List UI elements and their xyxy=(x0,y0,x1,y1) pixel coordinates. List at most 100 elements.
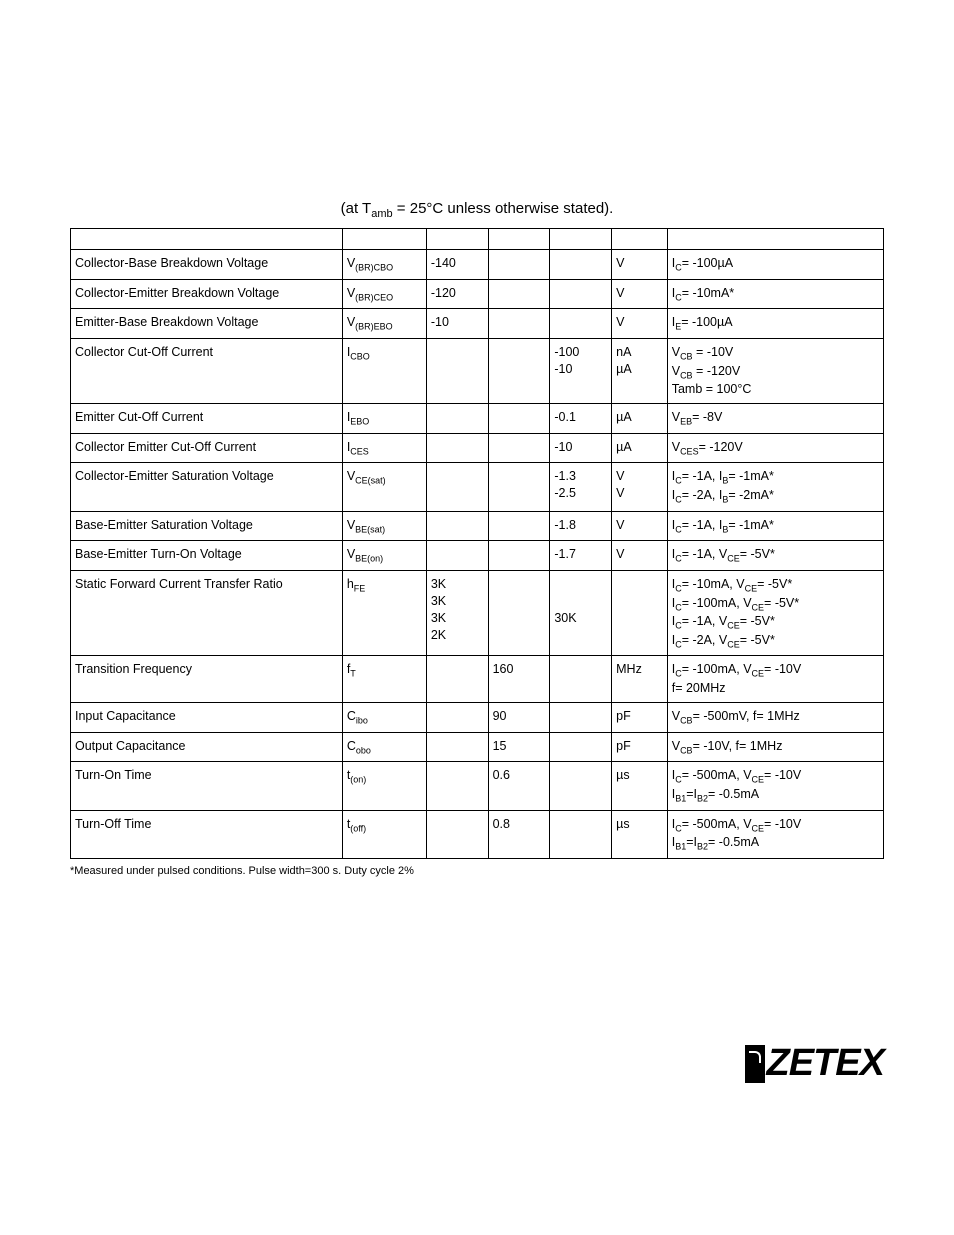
unit-cell: pF xyxy=(612,703,668,733)
symbol-cell: Cobo xyxy=(342,732,426,762)
unit-cell: V xyxy=(612,309,668,339)
param-cell: Collector Cut-Off Current xyxy=(71,338,343,403)
cond-cell: VEB= -8V xyxy=(667,404,883,434)
unit-cell: MHz xyxy=(612,656,668,703)
min-cell xyxy=(426,541,488,571)
unit-cell xyxy=(612,570,668,656)
table-row: Transition FrequencyfT160MHzIC= -100mA, … xyxy=(71,656,884,703)
symbol-cell: VBE(on) xyxy=(342,541,426,571)
zetex-logo-icon xyxy=(745,1045,765,1083)
electrical-characteristics-table: Collector-Base Breakdown VoltageV(BR)CBO… xyxy=(70,228,884,859)
symbol-cell: t(on) xyxy=(342,762,426,810)
param-cell: Emitter-Base Breakdown Voltage xyxy=(71,309,343,339)
typ-cell: 0.6 xyxy=(488,762,550,810)
param-cell: Base-Emitter Turn-On Voltage xyxy=(71,541,343,571)
min-cell: -140 xyxy=(426,250,488,280)
param-cell: Collector-Emitter Saturation Voltage xyxy=(71,463,343,511)
param-cell: Collector-Base Breakdown Voltage xyxy=(71,250,343,280)
max-cell xyxy=(550,762,612,810)
min-cell xyxy=(426,810,488,858)
max-cell: -1.7 xyxy=(550,541,612,571)
param-cell: Collector-Emitter Breakdown Voltage xyxy=(71,279,343,309)
unit-cell: VV xyxy=(612,463,668,511)
zetex-logo-text: ZETEX xyxy=(767,1042,884,1085)
param-cell: Emitter Cut-Off Current xyxy=(71,404,343,434)
min-cell: 3K3K3K2K xyxy=(426,570,488,656)
typ-cell xyxy=(488,338,550,403)
table-row: Collector Emitter Cut-Off CurrentICES-10… xyxy=(71,433,884,463)
symbol-cell: IEBO xyxy=(342,404,426,434)
unit-cell: nAµA xyxy=(612,338,668,403)
table-row: Collector-Emitter Saturation VoltageVCE(… xyxy=(71,463,884,511)
table-row: Collector-Base Breakdown VoltageV(BR)CBO… xyxy=(71,250,884,280)
table-header-row xyxy=(71,229,884,250)
min-cell xyxy=(426,732,488,762)
typ-cell xyxy=(488,250,550,280)
min-cell xyxy=(426,338,488,403)
cond-cell: IC= -100µA xyxy=(667,250,883,280)
param-cell: Transition Frequency xyxy=(71,656,343,703)
unit-cell: V xyxy=(612,250,668,280)
cond-cell: IC= -500mA, VCE= -10VIB1=IB2= -0.5mA xyxy=(667,810,883,858)
max-cell xyxy=(550,279,612,309)
table-row: Base-Emitter Turn-On VoltageVBE(on)-1.7V… xyxy=(71,541,884,571)
symbol-cell: fT xyxy=(342,656,426,703)
unit-cell: V xyxy=(612,279,668,309)
table-row: Turn-On Timet(on)0.6µsIC= -500mA, VCE= -… xyxy=(71,762,884,810)
symbol-cell: t(off) xyxy=(342,810,426,858)
cond-cell: IC= -1A, VCE= -5V* xyxy=(667,541,883,571)
min-cell xyxy=(426,433,488,463)
table-row: Turn-Off Timet(off)0.8µsIC= -500mA, VCE=… xyxy=(71,810,884,858)
max-cell xyxy=(550,732,612,762)
param-cell: Collector Emitter Cut-Off Current xyxy=(71,433,343,463)
cond-cell: IC= -10mA* xyxy=(667,279,883,309)
symbol-cell: V(BR)CBO xyxy=(342,250,426,280)
table-row: Static Forward Current Transfer RatiohFE… xyxy=(71,570,884,656)
table-row: Collector Cut-Off CurrentICBO-100-10nAµA… xyxy=(71,338,884,403)
typ-cell: 160 xyxy=(488,656,550,703)
min-cell xyxy=(426,703,488,733)
typ-cell xyxy=(488,279,550,309)
max-cell xyxy=(550,250,612,280)
typ-cell xyxy=(488,433,550,463)
unit-cell: V xyxy=(612,511,668,541)
min-cell: -10 xyxy=(426,309,488,339)
table-footnote: *Measured under pulsed conditions. Pulse… xyxy=(70,865,884,877)
param-cell: Input Capacitance xyxy=(71,703,343,733)
max-cell xyxy=(550,703,612,733)
table-row: Emitter-Base Breakdown VoltageV(BR)EBO-1… xyxy=(71,309,884,339)
typ-cell xyxy=(488,541,550,571)
typ-cell xyxy=(488,511,550,541)
typ-cell xyxy=(488,463,550,511)
cond-cell: IC= -1A, IB= -1mA*IC= -2A, IB= -2mA* xyxy=(667,463,883,511)
param-cell: Static Forward Current Transfer Ratio xyxy=(71,570,343,656)
min-cell xyxy=(426,656,488,703)
symbol-cell: ICBO xyxy=(342,338,426,403)
max-cell xyxy=(550,810,612,858)
cond-cell: VCB = -10VVCB = -120VTamb = 100°C xyxy=(667,338,883,403)
typ-cell: 90 xyxy=(488,703,550,733)
cond-cell: IC= -10mA, VCE= -5V*IC= -100mA, VCE= -5V… xyxy=(667,570,883,656)
typ-cell xyxy=(488,309,550,339)
min-cell xyxy=(426,404,488,434)
max-cell: -0.1 xyxy=(550,404,612,434)
symbol-cell: VCE(sat) xyxy=(342,463,426,511)
unit-cell: µs xyxy=(612,762,668,810)
table-row: Collector-Emitter Breakdown VoltageV(BR)… xyxy=(71,279,884,309)
param-cell: Output Capacitance xyxy=(71,732,343,762)
typ-cell xyxy=(488,404,550,434)
table-row: Input CapacitanceCibo 90 pFVCB= -500mV, f=… xyxy=(71,703,884,733)
param-cell: Base-Emitter Saturation Voltage xyxy=(71,511,343,541)
cond-cell: IC= -1A, IB= -1mA* xyxy=(667,511,883,541)
param-cell: Turn-On Time xyxy=(71,762,343,810)
zetex-logo: ZETEX xyxy=(745,1042,884,1085)
table-row: Emitter Cut-Off CurrentIEBO-0.1µAVEB= -8… xyxy=(71,404,884,434)
typ-cell: 0.8 xyxy=(488,810,550,858)
max-cell xyxy=(550,309,612,339)
table-row: Output CapacitanceCobo15pFVCB= -10V, f= … xyxy=(71,732,884,762)
min-cell xyxy=(426,463,488,511)
cond-cell: VCB= -500mV, f= 1MHz xyxy=(667,703,883,733)
max-cell: -10 xyxy=(550,433,612,463)
unit-cell: pF xyxy=(612,732,668,762)
symbol-cell: Cibo xyxy=(342,703,426,733)
